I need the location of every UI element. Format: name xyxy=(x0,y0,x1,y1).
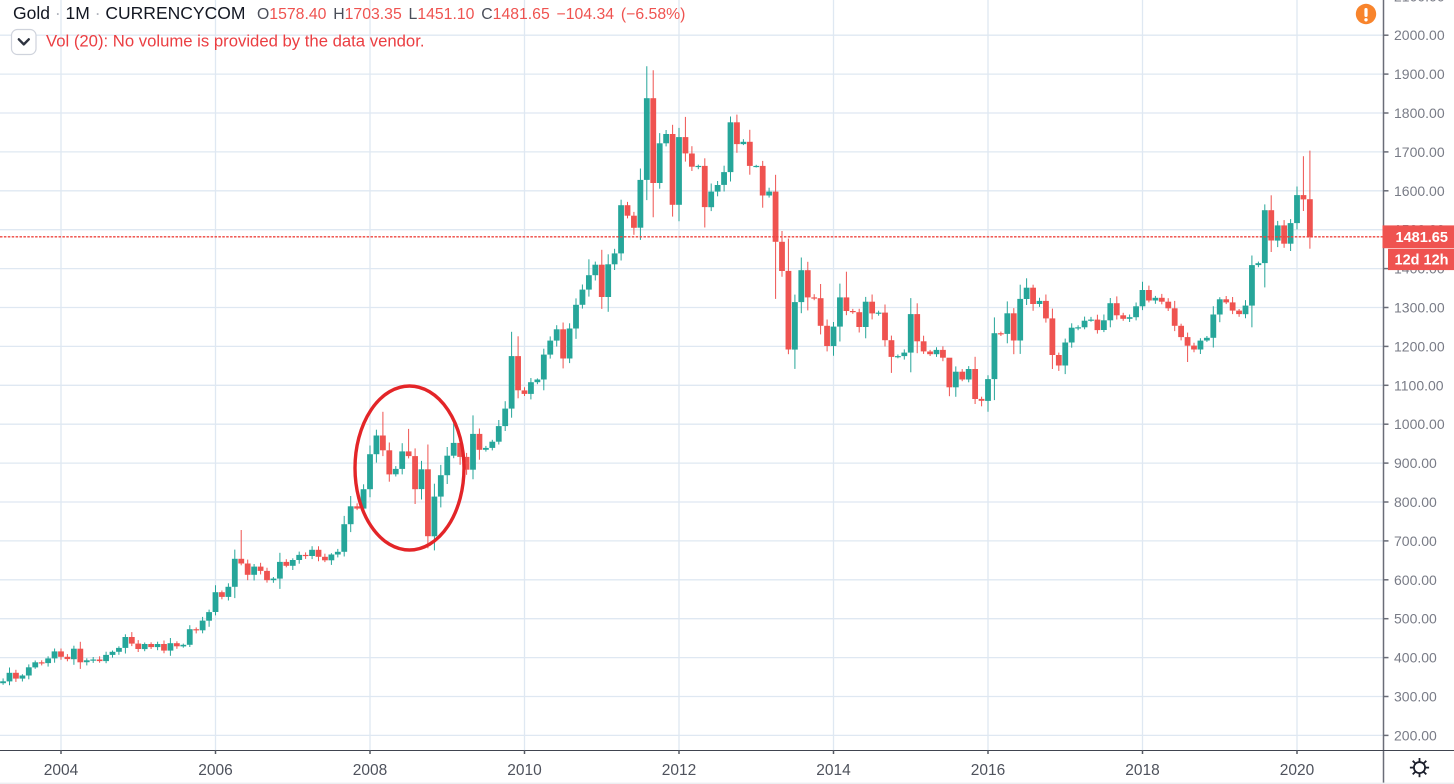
svg-text:1481.65: 1481.65 xyxy=(1396,230,1448,246)
svg-text:700.00: 700.00 xyxy=(1394,533,1437,549)
svg-text:1600.00: 1600.00 xyxy=(1394,183,1445,199)
svg-text:2016: 2016 xyxy=(971,762,1005,779)
svg-text:1900.00: 1900.00 xyxy=(1394,66,1445,82)
svg-text:2004: 2004 xyxy=(44,762,79,779)
svg-text:2012: 2012 xyxy=(662,762,696,779)
svg-text:2014: 2014 xyxy=(816,762,851,779)
svg-text:400.00: 400.00 xyxy=(1394,650,1437,666)
svg-text:1100.00: 1100.00 xyxy=(1394,377,1444,393)
svg-text:2020: 2020 xyxy=(1280,762,1315,779)
svg-text:200.00: 200.00 xyxy=(1394,727,1437,743)
svg-text:Gold · 1M · CURRENCYCOM: Gold · 1M · CURRENCYCOM xyxy=(13,3,245,23)
svg-text:2100.00: 2100.00 xyxy=(1394,0,1445,4)
svg-text:1300.00: 1300.00 xyxy=(1394,300,1445,316)
svg-text:900.00: 900.00 xyxy=(1394,455,1437,471)
svg-text:2008: 2008 xyxy=(353,762,387,779)
svg-text:1000.00: 1000.00 xyxy=(1394,416,1445,432)
svg-text:12d 12h: 12d 12h xyxy=(1395,252,1449,268)
svg-text:O1578.40 H1703.35 L1451.10 C14: O1578.40 H1703.35 L1451.10 C1481.65 −104… xyxy=(257,6,685,23)
svg-text:2018: 2018 xyxy=(1125,762,1159,779)
svg-text:2000.00: 2000.00 xyxy=(1394,27,1445,43)
svg-text:2006: 2006 xyxy=(198,762,232,779)
svg-text:1800.00: 1800.00 xyxy=(1394,105,1445,121)
svg-text:600.00: 600.00 xyxy=(1394,572,1437,588)
svg-text:300.00: 300.00 xyxy=(1394,689,1437,705)
svg-text:800.00: 800.00 xyxy=(1394,494,1437,510)
svg-text:Vol (20): No volume is provide: Vol (20): No volume is provided by the d… xyxy=(46,32,424,51)
svg-text:1700.00: 1700.00 xyxy=(1394,144,1445,160)
svg-text:500.00: 500.00 xyxy=(1394,611,1437,627)
svg-text:1200.00: 1200.00 xyxy=(1394,338,1445,354)
svg-text:2010: 2010 xyxy=(507,762,542,779)
